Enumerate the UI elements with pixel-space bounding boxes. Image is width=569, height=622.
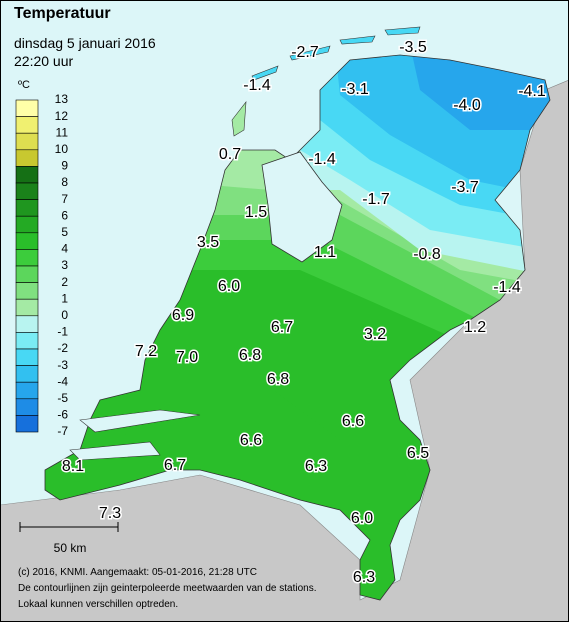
legend-swatch — [15, 249, 39, 267]
legend-label: -2 — [57, 341, 68, 355]
legend-swatch — [15, 199, 39, 217]
country-border — [44, 54, 551, 601]
legend-swatch — [15, 315, 39, 333]
station-value: -4.1 — [518, 83, 546, 100]
legend-swatch — [15, 149, 39, 167]
legend-swatch — [15, 381, 39, 400]
legend-swatch — [15, 398, 39, 416]
legend-swatch — [15, 182, 39, 200]
legend-label: 9 — [61, 159, 68, 173]
station-value: 6.8 — [239, 347, 261, 364]
station-value: -3.1 — [341, 81, 369, 98]
lake — [261, 151, 343, 263]
legend-unit: ºC — [18, 79, 30, 91]
legend-label: 2 — [61, 275, 68, 289]
legend-label: 10 — [55, 142, 69, 156]
station-value: 7.2 — [135, 343, 157, 360]
scale-label: 50 km — [54, 541, 87, 555]
legend-swatch — [15, 282, 39, 300]
island — [231, 101, 247, 137]
legend-swatch — [15, 298, 39, 317]
station-value: 6.6 — [240, 432, 262, 449]
station-value: 6.8 — [267, 371, 289, 388]
station-value: 3.5 — [197, 234, 219, 251]
legend-swatch — [15, 265, 39, 283]
station-value: 6.0 — [351, 510, 373, 527]
legend-swatch — [15, 116, 39, 134]
legend-label: 6 — [61, 208, 68, 222]
station-value: 6.7 — [271, 319, 293, 336]
station-value: 6.0 — [218, 278, 240, 295]
legend-label: 7 — [61, 192, 68, 206]
station-value: 6.9 — [172, 307, 194, 324]
station-value: 3.2 — [364, 326, 386, 343]
station-value: 7.3 — [99, 505, 121, 522]
station-value: 1.5 — [245, 204, 267, 221]
station-value: -1.4 — [243, 77, 271, 94]
legend-swatch — [15, 332, 39, 350]
station-value: 6.5 — [407, 445, 429, 462]
legend-label: -6 — [57, 408, 68, 422]
station-value: -1.7 — [362, 191, 390, 208]
legend-swatch — [15, 415, 39, 433]
legend-label: 12 — [55, 109, 69, 123]
station-value: -1.4 — [493, 279, 521, 296]
station-values: -2.7 -3.5 -1.4 -3.1 -4.0 -4.1 0.7 -1.4 -1.7 -3.7 1… — [60, 38, 547, 588]
legend-label: -5 — [57, 391, 68, 405]
legend-swatch — [15, 166, 39, 184]
legend-label: 5 — [61, 225, 68, 239]
estuary — [69, 409, 201, 461]
station-value: -4.0 — [453, 97, 481, 114]
legend-label: -4 — [57, 374, 68, 388]
date: dinsdag 5 januari 2016 — [14, 35, 156, 51]
legend-label: 11 — [56, 125, 69, 139]
legend-label: 0 — [61, 308, 68, 322]
station-value: 1.2 — [464, 319, 486, 336]
station-value: 0.7 — [219, 146, 241, 163]
station-value: 1.1 — [314, 244, 336, 261]
legend-swatch — [15, 348, 39, 366]
legend-swatch — [15, 215, 39, 234]
footer-line: (c) 2016, KNMI. Aangemaakt: 05-01-2016, … — [18, 567, 257, 578]
station-value: -2.7 — [291, 44, 319, 61]
legend-label: 4 — [61, 242, 68, 256]
legend-label: 1 — [61, 291, 68, 305]
legend-label: 13 — [55, 92, 69, 106]
neighbour-land — [0, 79, 569, 622]
station-value: 6.6 — [342, 413, 364, 430]
station-value: -3.5 — [399, 39, 427, 56]
time: 22:20 uur — [14, 53, 73, 69]
footer-line: De contourlijnen zijn geinterpoleerde me… — [18, 583, 317, 594]
legend-swatch — [15, 132, 39, 151]
legend-swatch — [15, 232, 39, 250]
station-value: 6.3 — [305, 458, 327, 475]
island — [251, 26, 421, 81]
footer-line: Lokaal kunnen verschillen optreden. — [18, 599, 178, 610]
legend-swatch — [15, 99, 39, 117]
station-value: 8.1 — [62, 458, 84, 475]
legend-swatch — [15, 365, 39, 383]
station-value: -3.7 — [451, 179, 479, 196]
station-value: 6.3 — [353, 569, 375, 586]
legend-label: 3 — [61, 258, 68, 272]
legend-label: -1 — [57, 325, 68, 339]
station-value: 7.0 — [176, 349, 198, 366]
station-value: -1.4 — [308, 151, 336, 168]
legend-label: -7 — [57, 424, 68, 438]
station-value: 6.7 — [164, 457, 186, 474]
legend-label: -3 — [57, 358, 68, 372]
legend-label: 8 — [61, 175, 68, 189]
station-value: -0.8 — [413, 246, 441, 263]
title: Temperatuur — [14, 5, 111, 22]
